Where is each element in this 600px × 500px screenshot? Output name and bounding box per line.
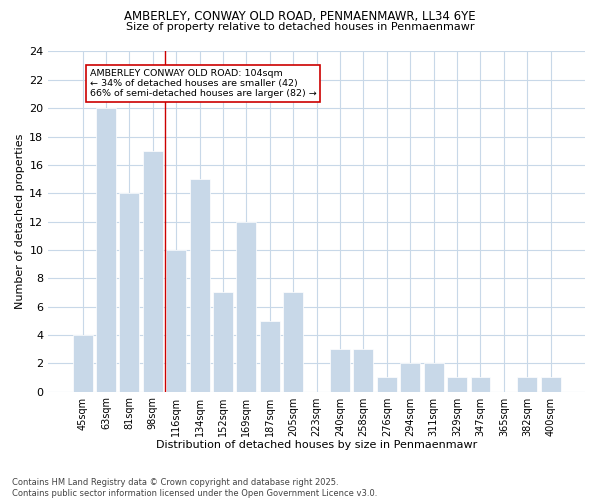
Text: AMBERLEY, CONWAY OLD ROAD, PENMAENMAWR, LL34 6YE: AMBERLEY, CONWAY OLD ROAD, PENMAENMAWR, … [124,10,476,23]
Bar [377,378,397,392]
Bar [424,364,443,392]
Bar [283,292,303,392]
Text: Contains HM Land Registry data © Crown copyright and database right 2025.
Contai: Contains HM Land Registry data © Crown c… [12,478,377,498]
Bar [143,150,163,392]
X-axis label: Distribution of detached houses by size in Penmaenmawr: Distribution of detached houses by size … [156,440,477,450]
Bar [260,320,280,392]
Bar [517,378,537,392]
Bar [541,378,560,392]
Bar [400,364,420,392]
Bar [330,349,350,392]
Bar [353,349,373,392]
Text: Size of property relative to detached houses in Penmaenmawr: Size of property relative to detached ho… [126,22,474,32]
Bar [166,250,186,392]
Text: AMBERLEY CONWAY OLD ROAD: 104sqm
← 34% of detached houses are smaller (42)
66% o: AMBERLEY CONWAY OLD ROAD: 104sqm ← 34% o… [89,68,316,98]
Bar [470,378,490,392]
Bar [447,378,467,392]
Bar [213,292,233,392]
Bar [236,222,256,392]
Bar [190,179,209,392]
Bar [96,108,116,392]
Bar [119,193,139,392]
Bar [73,335,92,392]
Y-axis label: Number of detached properties: Number of detached properties [15,134,25,309]
